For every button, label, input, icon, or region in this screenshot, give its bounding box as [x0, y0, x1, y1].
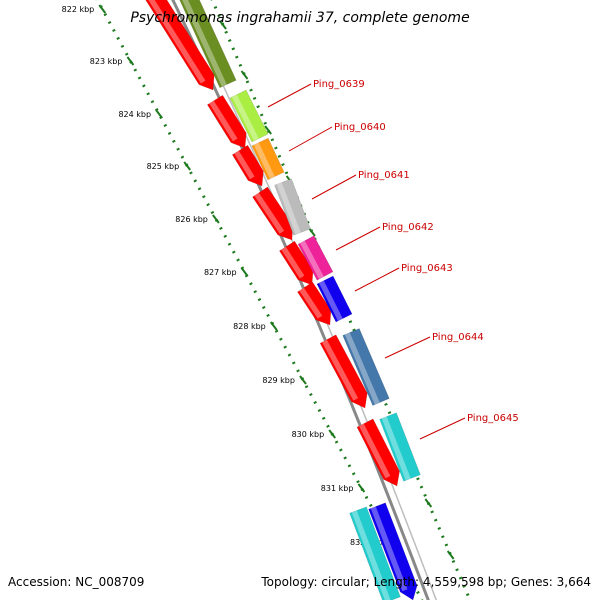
outer-tick — [264, 125, 272, 135]
olive-gene-shape — [179, 0, 237, 89]
olive-gene-highlight — [182, 0, 227, 87]
ruler-tick — [357, 483, 366, 493]
ruler-tick-label: 825 kbp — [147, 162, 180, 171]
ruler-tick — [212, 214, 220, 224]
ruler-tick-label: 822 kbp — [62, 5, 95, 14]
reverse-gene-2-shape — [206, 94, 247, 149]
leader-line — [335, 226, 381, 251]
reverse-gene-4-highlight — [254, 192, 285, 234]
blue-gene-bottom[interactable] — [368, 502, 418, 600]
reverse-gene-5-highlight — [281, 246, 305, 279]
reverse-gene-7-highlight — [322, 339, 359, 401]
ruler-tick-label: 830 kbp — [292, 430, 325, 439]
outer-tick — [424, 498, 433, 508]
gene-Ping_0642-highlight — [300, 240, 324, 280]
ruler-tick — [98, 4, 107, 14]
gene-Ping_0645-shape — [379, 412, 421, 482]
gene-Ping_0639-highlight — [231, 94, 259, 142]
ruler-tick-label: 827 kbp — [204, 268, 237, 277]
gene-Ping_0639-shape — [229, 89, 269, 143]
ruler-tick — [269, 321, 278, 331]
gene-Ping_0641[interactable] — [274, 178, 311, 236]
reverse-gene-2[interactable] — [206, 94, 247, 149]
ruler-tick-label: 828 kbp — [233, 322, 266, 331]
gene-Ping_0645[interactable] — [379, 412, 421, 482]
ruler-tick-label: 824 kbp — [118, 110, 151, 119]
gene-Ping_0643-highlight — [318, 280, 343, 322]
gene-label[interactable]: Ping_0644 — [432, 332, 484, 343]
leader-line — [419, 417, 466, 440]
gene-label[interactable]: Ping_0639 — [313, 79, 365, 90]
ruler-tick — [240, 267, 249, 277]
gene-Ping_0642-shape — [297, 235, 334, 281]
ruler-tick-label: 823 kbp — [90, 57, 123, 66]
outer-tick — [446, 550, 455, 560]
gene-Ping_0641-highlight — [276, 182, 301, 235]
reverse-gene-7-shape — [319, 334, 368, 409]
ruler-tick — [126, 56, 135, 66]
reverse-gene-3-highlight — [234, 150, 255, 180]
gene-Ping_0640-highlight — [253, 142, 275, 179]
gene-Ping_0644-shape — [342, 328, 390, 406]
outer-tick — [219, 20, 227, 30]
gene-Ping_0641-shape — [274, 178, 311, 236]
gene-Ping_0643-shape — [316, 275, 353, 323]
reverse-gene-8-highlight — [358, 423, 391, 479]
ruler-tick — [155, 109, 163, 119]
leader-line — [384, 336, 431, 359]
topology-text: Topology: circular; Length: 4,559,598 bp… — [260, 575, 591, 589]
gene-features — [142, 0, 421, 600]
ruler-tick-label: 826 kbp — [175, 215, 208, 224]
gene-Ping_0640[interactable] — [251, 137, 285, 181]
gene-label[interactable]: Ping_0645 — [467, 413, 519, 424]
reverse-gene-3-shape — [231, 144, 264, 187]
gene-label[interactable]: Ping_0640 — [334, 122, 386, 133]
gene-Ping_0642[interactable] — [297, 235, 334, 281]
leader-line — [267, 83, 312, 108]
gene-labels: Ping_0639 Ping_0640 Ping_0641 Ping_0642 Ping… — [267, 79, 519, 440]
gene-Ping_0645-highlight — [381, 416, 411, 481]
blue-gene-bottom-highlight — [370, 506, 408, 592]
blue-gene-bottom-shape — [368, 502, 418, 600]
accession-text: Accession: NC_008709 — [8, 575, 144, 589]
outer-tick — [240, 70, 249, 80]
gene-Ping_0644[interactable] — [342, 328, 390, 406]
leader-line — [354, 267, 400, 292]
gene-Ping_0640-shape — [251, 137, 285, 181]
leader-line — [311, 174, 357, 200]
ruler-line — [95, 0, 424, 600]
reverse-gene-8-shape — [356, 418, 400, 487]
olive-gene[interactable] — [177, 0, 237, 89]
gene-label[interactable]: Ping_0641 — [358, 170, 410, 181]
ruler-tick — [328, 429, 336, 439]
reverse-gene-1-highlight — [148, 0, 206, 84]
gene-Ping_0643[interactable] — [316, 275, 353, 323]
map-title: Psychromonas ingrahamii 37, complete gen… — [130, 10, 469, 26]
reverse-gene-1-shape — [145, 0, 215, 91]
gene-Ping_0639[interactable] — [229, 89, 269, 143]
reverse-gene-3[interactable] — [231, 144, 264, 187]
ruler-tick-label: 831 kbp — [321, 484, 354, 493]
gene-label[interactable]: Ping_0642 — [382, 222, 434, 233]
reverse-gene-8[interactable] — [356, 418, 400, 487]
cyan-gene-bottom-highlight — [351, 510, 391, 600]
cyan-gene-bottom-shape — [349, 506, 401, 600]
cyan-gene-bottom[interactable] — [349, 506, 401, 600]
leader-line — [288, 126, 333, 152]
reverse-gene-1[interactable] — [142, 0, 215, 91]
reverse-gene-2-highlight — [209, 100, 238, 142]
gene-Ping_0644-highlight — [344, 332, 380, 405]
gene-label[interactable]: Ping_0643 — [401, 263, 453, 274]
reverse-gene-6-highlight — [299, 287, 323, 319]
ruler-tick-label: 829 kbp — [262, 376, 295, 385]
ruler-tick — [299, 375, 307, 385]
outer-tick — [308, 227, 316, 237]
kbp-ruler: 822 kbp 823 kbp 824 kbp 825 kbp 826 kbp 827 k… — [62, 0, 424, 600]
reverse-gene-7[interactable] — [319, 334, 368, 409]
ruler-tick — [183, 161, 192, 171]
